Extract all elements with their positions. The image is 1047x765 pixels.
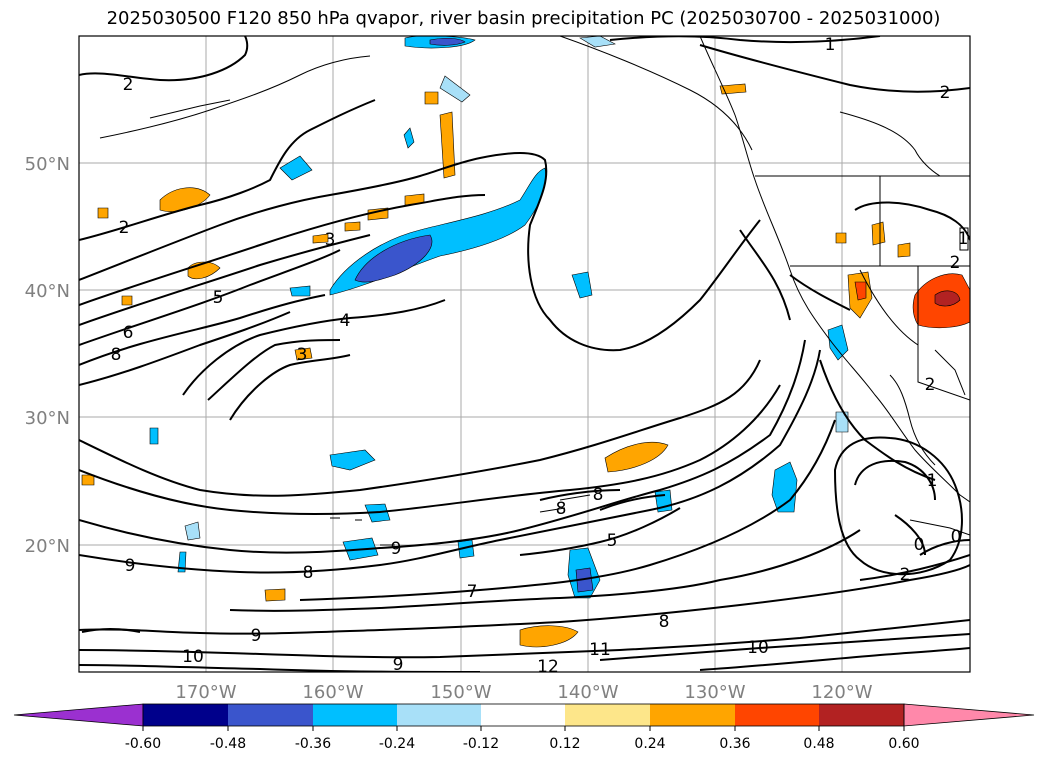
- contour-label: 1: [927, 471, 938, 491]
- contour-label: 9: [391, 539, 402, 559]
- colorbar: -0.60 -0.48 -0.36 -0.24 -0.12 0.12 0.24 …: [13, 703, 1035, 752]
- contour-label: 8: [593, 485, 604, 505]
- colorbar-extend-low: [13, 703, 144, 727]
- contour-label: 9: [251, 626, 262, 646]
- colorbar-bin: [143, 704, 228, 726]
- contour-label: 2: [900, 565, 911, 585]
- contour-label: 7: [467, 582, 478, 602]
- lon-tick-label: 130°W: [684, 682, 745, 703]
- colorbar-bin: [735, 704, 819, 726]
- colorbar-tick-label: 0.48: [803, 736, 834, 752]
- contour-label: 10: [747, 638, 769, 658]
- contour-label: 8: [111, 345, 122, 365]
- colorbar-tick-label: -0.48: [210, 736, 246, 752]
- lon-tick-label: 170°W: [175, 682, 236, 703]
- lat-tick-label: 50°N: [25, 154, 70, 175]
- map-frame: [78, 35, 971, 673]
- colorbar-bin: [481, 704, 565, 726]
- contour-label: 1: [958, 229, 969, 249]
- colorbar-tick-label: -0.36: [295, 736, 331, 752]
- lat-tick-label: 20°N: [25, 536, 70, 557]
- contour-label: 0: [951, 527, 962, 547]
- colorbar-tick-label: -0.24: [379, 736, 415, 752]
- contour-label: 6: [123, 323, 134, 343]
- contour-label: 5: [607, 531, 618, 551]
- contour-label: 2: [119, 218, 130, 238]
- colorbar-bin: [819, 704, 904, 726]
- colorbar-extend-high: [903, 703, 1035, 727]
- colorbar-bin: [228, 704, 313, 726]
- contour-label: 2: [925, 375, 936, 395]
- lat-tick-label: 30°N: [25, 408, 70, 429]
- colorbar-tick-label: 0.60: [888, 736, 919, 752]
- lon-tick-label: 150°W: [430, 682, 491, 703]
- colorbar-tick-label: 0.12: [549, 736, 580, 752]
- lon-tick-labels: 170°W 160°W 150°W 140°W 130°W 120°W: [175, 682, 872, 703]
- contour-label: 2: [123, 75, 134, 95]
- contour-label: 5: [213, 288, 224, 308]
- colorbar-tick-label: -0.12: [463, 736, 499, 752]
- contour-label: 4: [340, 311, 351, 331]
- contour-label: 1: [825, 35, 836, 55]
- lat-tick-labels: 50°N 40°N 30°N 20°N: [25, 154, 70, 557]
- colorbar-bin: [313, 704, 397, 726]
- contour-label: 2: [950, 253, 961, 273]
- contour-label: 8: [303, 563, 314, 583]
- lat-tick-label: 40°N: [25, 281, 70, 302]
- contour-label: 9: [125, 556, 136, 576]
- colorbar-bin: [565, 704, 650, 726]
- map-plot-area: 1 2 2 2 3 5 6 8 4 3 8 8 5 9 8 9 7 8 9 10…: [79, 35, 970, 677]
- contour-label: 11: [589, 640, 611, 660]
- colorbar-tick-label: -0.60: [125, 736, 161, 752]
- contour-labels: 1 2 2 2 3 5 6 8 4 3 8 8 5 9 8 9 7 8 9 10…: [111, 35, 969, 677]
- map-title: 2025030500 F120 850 hPa qvapor, river ba…: [106, 8, 941, 29]
- qvapor-contours: [79, 36, 970, 672]
- contour-label: 2: [940, 83, 951, 103]
- colorbar-bin: [650, 704, 735, 726]
- lon-tick-label: 120°W: [811, 682, 872, 703]
- colorbar-bin: [397, 704, 481, 726]
- lon-tick-label: 160°W: [302, 682, 363, 703]
- contour-label: 10: [182, 647, 204, 667]
- contour-label: 8: [556, 499, 567, 519]
- contour-label: 12: [537, 657, 559, 677]
- contour-label: 3: [325, 230, 336, 250]
- contour-label: 3: [297, 345, 308, 365]
- lon-tick-label: 140°W: [557, 682, 618, 703]
- colorbar-tick-label: 0.36: [719, 736, 750, 752]
- colorbar-tick-label: 0.24: [634, 736, 665, 752]
- contour-label: 8: [659, 612, 670, 632]
- contour-label: 9: [393, 655, 404, 675]
- contour-label: 0: [914, 535, 925, 555]
